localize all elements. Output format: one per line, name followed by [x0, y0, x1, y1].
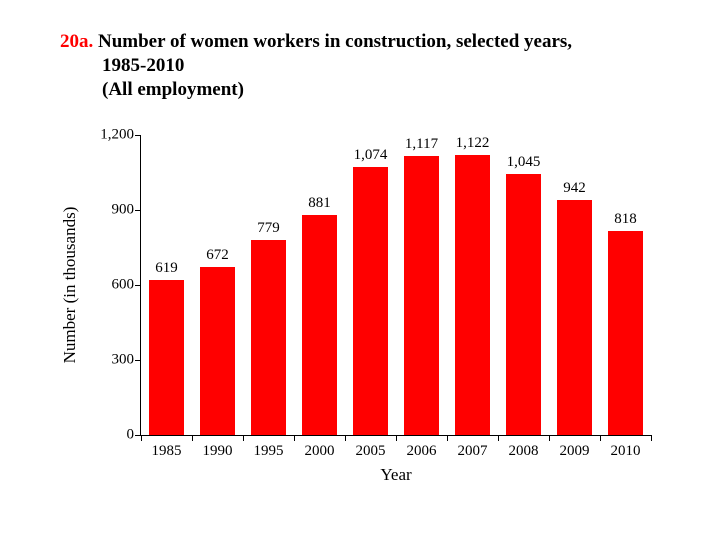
y-tick-label: 0	[86, 427, 134, 444]
bar	[608, 231, 643, 436]
x-tick	[396, 435, 397, 441]
y-tick-label: 900	[86, 202, 134, 219]
bar	[557, 200, 592, 436]
x-tick	[651, 435, 652, 441]
x-tick-label: 2006	[397, 443, 447, 460]
x-tick-label: 1990	[193, 443, 243, 460]
x-tick	[141, 435, 142, 441]
x-tick	[447, 435, 448, 441]
x-tick-label: 2008	[499, 443, 549, 460]
x-tick	[498, 435, 499, 441]
bar-value-label: 672	[188, 247, 248, 264]
y-tick	[135, 210, 141, 211]
bar	[353, 167, 388, 436]
x-tick-label: 1995	[244, 443, 294, 460]
x-tick	[192, 435, 193, 441]
y-tick	[135, 360, 141, 361]
bar-value-label: 881	[290, 195, 350, 212]
bar-value-label: 1,122	[443, 135, 503, 152]
y-axis-title: Number (in thousands)	[60, 207, 80, 364]
y-tick	[135, 135, 141, 136]
x-tick-label: 2005	[346, 443, 396, 460]
x-tick-label: 2010	[601, 443, 651, 460]
x-tick	[549, 435, 550, 441]
x-tick	[600, 435, 601, 441]
title-line-1: 20a. Number of women workers in construc…	[60, 30, 660, 54]
bar	[251, 240, 286, 435]
title-text-2: 1985-2010	[102, 54, 660, 78]
slide: 20a. Number of women workers in construc…	[0, 0, 720, 540]
bar	[404, 156, 439, 435]
plot-area: Year 03006009001,20061919856721990779199…	[140, 135, 651, 436]
x-tick	[294, 435, 295, 441]
title-number: 20a.	[60, 31, 93, 52]
x-tick-label: 2000	[295, 443, 345, 460]
bar-value-label: 942	[545, 180, 605, 197]
x-tick-label: 1985	[142, 443, 192, 460]
x-tick-label: 2009	[550, 443, 600, 460]
y-tick-label: 600	[86, 277, 134, 294]
x-tick-label: 2007	[448, 443, 498, 460]
y-tick-label: 1,200	[86, 127, 134, 144]
title-text-3: (All employment)	[102, 78, 660, 102]
x-tick	[345, 435, 346, 441]
bar-value-label: 818	[596, 211, 656, 228]
bar	[149, 280, 184, 435]
x-tick	[243, 435, 244, 441]
y-tick	[135, 285, 141, 286]
bar-value-label: 779	[239, 220, 299, 237]
chart-title: 20a. Number of women workers in construc…	[60, 30, 660, 101]
bar	[506, 174, 541, 435]
y-tick-label: 300	[86, 352, 134, 369]
bar	[302, 215, 337, 435]
x-axis-title: Year	[380, 465, 411, 485]
bar-value-label: 1,045	[494, 154, 554, 171]
bar	[455, 155, 490, 436]
title-text-1: Number of women workers in construction,…	[98, 31, 572, 52]
bar-chart: Number (in thousands) Year 03006009001,2…	[90, 135, 650, 455]
bar	[200, 267, 235, 435]
